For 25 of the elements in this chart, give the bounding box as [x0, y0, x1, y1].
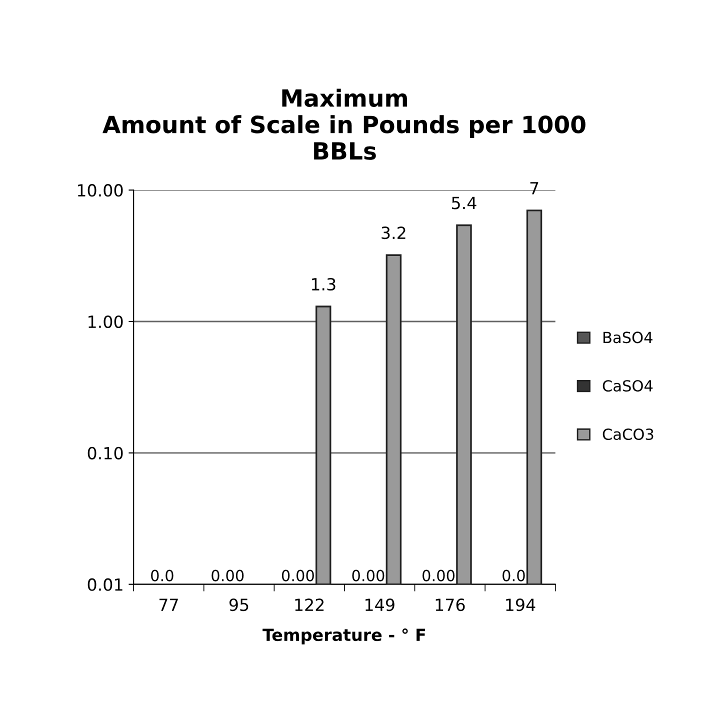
- y-tick-label: 0.01: [88, 578, 122, 591]
- x-tick-label: 194: [506, 598, 536, 612]
- y-tick-label: 10.00: [78, 184, 123, 197]
- y-tick-label: 1.00: [88, 315, 123, 328]
- data-label: 3.2: [382, 226, 406, 240]
- text: 0.00: [212, 570, 244, 582]
- text: 0.00: [422, 570, 455, 582]
- data-label: 1.3: [312, 278, 336, 291]
- y-tick-label: 0.10: [88, 446, 123, 460]
- text: 0.00: [282, 570, 314, 582]
- legend-label: CaCO3: [602, 428, 654, 440]
- x-axis-title: Temperature - ° F: [262, 628, 426, 644]
- x-tick-label: 149: [366, 598, 394, 612]
- legend-label: BaSO4: [604, 332, 652, 344]
- x-tick-label: 176: [436, 598, 465, 612]
- data-label: 5.4: [452, 196, 476, 210]
- text: 0.00: [352, 570, 384, 582]
- data-label: 7: [530, 182, 538, 194]
- x-tick-label: 95: [229, 598, 248, 612]
- text: 0.0: [151, 570, 174, 582]
- text: 0.0: [502, 570, 525, 582]
- x-tick-label: 122: [295, 598, 324, 611]
- x-tick-label: 77: [159, 598, 178, 611]
- chart-title: Maximum Amount of Scale in Pounds per 1000 BBLs: [102, 88, 586, 160]
- legend-label: CaSO4: [602, 380, 653, 392]
